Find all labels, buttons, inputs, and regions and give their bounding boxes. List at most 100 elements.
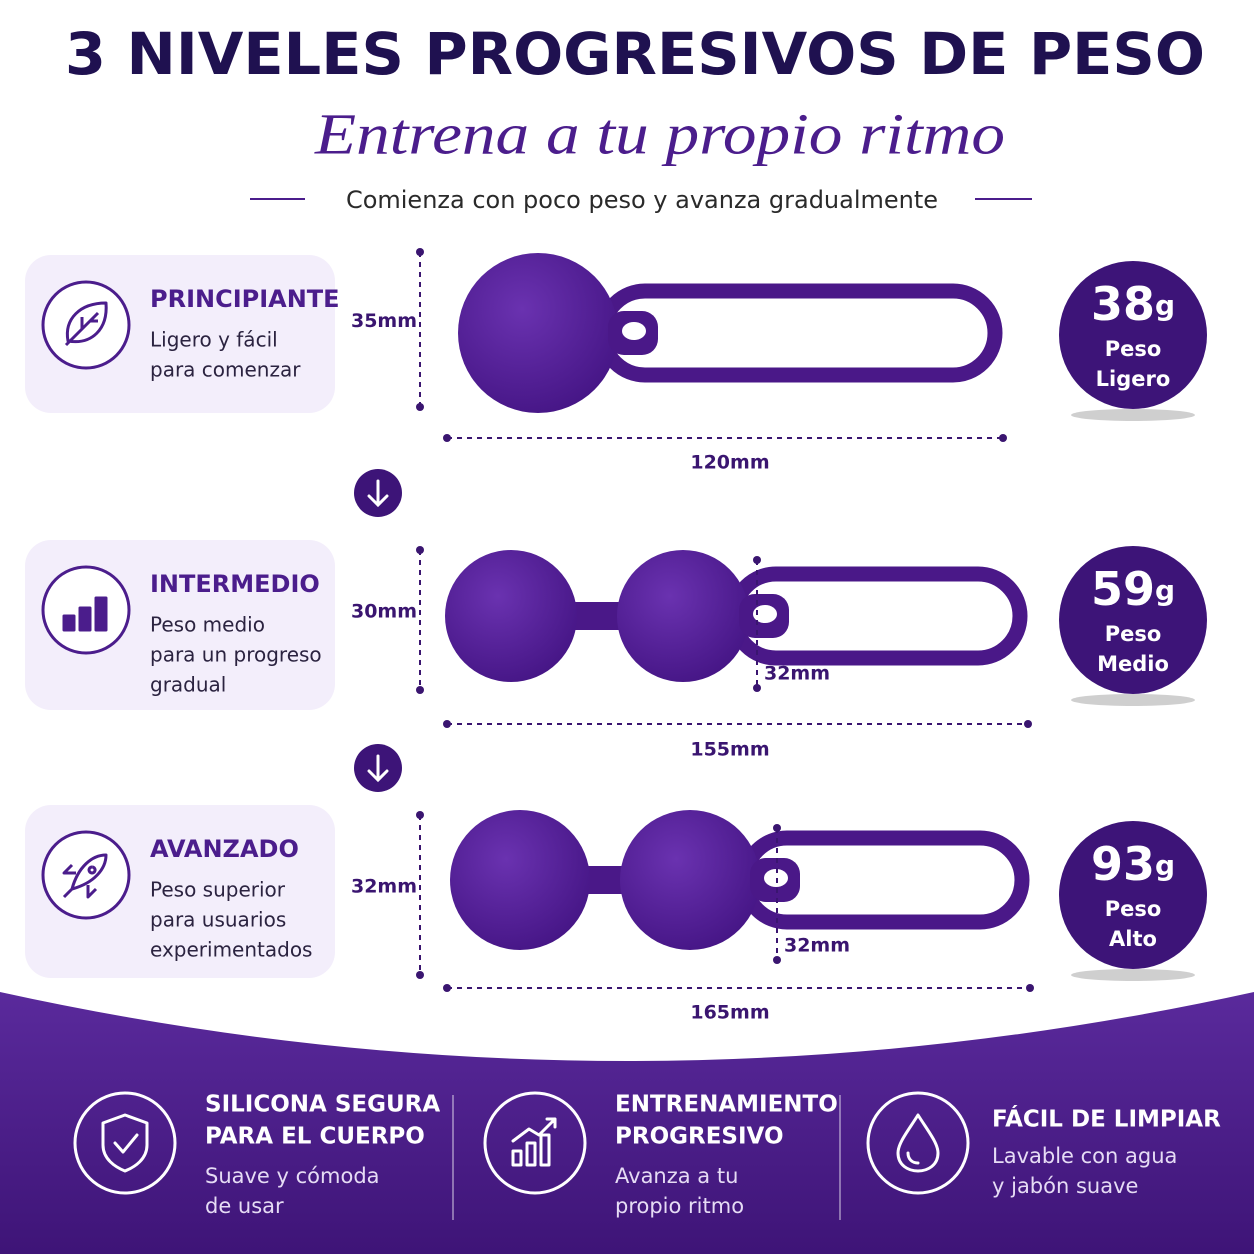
badge-shadow	[1071, 694, 1195, 706]
product-ball	[450, 810, 590, 950]
dim-height: 30mm	[351, 601, 417, 623]
features: SILICONA SEGURA PARA EL CUERPO Suave y cóm…	[73, 1091, 1221, 1220]
badge-shadow	[1071, 969, 1195, 981]
feature-icon-ring	[73, 1091, 177, 1195]
step-arrow-glyph	[367, 754, 389, 783]
dim-end	[416, 686, 424, 694]
product-hole	[622, 322, 646, 340]
weight-label: Peso	[1105, 622, 1162, 646]
product-ball	[445, 550, 577, 682]
feature-title: ENTRENAMIENTO	[615, 1092, 838, 1118]
feature-description: Lavable con agua	[992, 1144, 1177, 1168]
weight-value: 38	[1091, 277, 1155, 331]
dim-end	[416, 403, 424, 411]
dim-end	[416, 248, 424, 256]
feature: FÁCIL DE LIMPIAR Lavable con agua y jabón …	[866, 1091, 1221, 1198]
feature-title: PROGRESIVO	[615, 1124, 784, 1150]
dim-height: 35mm	[351, 310, 417, 332]
feature-icon-ring	[483, 1091, 587, 1195]
product-ball	[620, 810, 760, 950]
weight: 59g	[1091, 562, 1175, 616]
level-description: gradual	[150, 673, 226, 697]
feature: SILICONA SEGURA PARA EL CUERPO Suave y cóm…	[73, 1091, 440, 1218]
dim-end	[773, 956, 781, 964]
feature-description: y jabón suave	[992, 1174, 1138, 1198]
level-icon-ring	[41, 830, 131, 920]
level-icon	[62, 853, 108, 899]
level-row: INTERMEDIO Peso medio para un progreso grad…	[25, 540, 1207, 792]
dim-length: 165mm	[690, 1002, 769, 1024]
product-ball	[617, 550, 749, 682]
dim-end	[416, 971, 424, 979]
feature-title: SILICONA SEGURA	[205, 1092, 440, 1118]
dim-end	[999, 434, 1007, 442]
level-row: AVANZADO Peso superior para usuarios experi…	[25, 805, 1207, 1024]
dim-end	[1024, 720, 1032, 728]
feature-icon	[511, 1117, 557, 1167]
weight-badge	[1059, 821, 1207, 969]
dim-end	[1026, 984, 1034, 992]
dim-end	[753, 556, 761, 564]
weight-label: Ligero	[1096, 367, 1171, 391]
level-description: Peso superior	[150, 878, 286, 902]
dim-end	[443, 984, 451, 992]
level-icon	[64, 301, 108, 347]
dim-end	[443, 720, 451, 728]
level-title: PRINCIPIANTE	[150, 285, 340, 313]
weight-value: 59	[1091, 562, 1155, 616]
feature-title: PARA EL CUERPO	[205, 1124, 425, 1150]
weight-unit: g	[1155, 849, 1175, 882]
dim-ball: 32mm	[784, 935, 850, 957]
dim-end	[416, 546, 424, 554]
title: 3 NIVELES PROGRESIVOS DE PESO	[65, 20, 1205, 88]
level-title: AVANZADO	[150, 835, 299, 863]
step-arrow-glyph	[367, 479, 389, 508]
dim-end	[753, 684, 761, 692]
level-icon	[62, 596, 108, 632]
weight-unit: g	[1155, 574, 1175, 607]
dim-end	[773, 824, 781, 832]
feature-description: propio ritmo	[615, 1194, 744, 1218]
weight-value: 93	[1091, 837, 1155, 891]
weight: 93g	[1091, 837, 1175, 891]
dim-ball: 32mm	[764, 663, 830, 685]
weight-label: Peso	[1105, 897, 1162, 921]
subtitle: Entrena a tu propio ritmo	[314, 101, 1005, 166]
badge-shadow	[1071, 409, 1195, 421]
weight-badge	[1059, 261, 1207, 409]
weight-label: Peso	[1105, 337, 1162, 361]
weight-label: Alto	[1109, 927, 1157, 951]
dim-end	[443, 434, 451, 442]
feature-title: FÁCIL DE LIMPIAR	[992, 1105, 1221, 1133]
level-description: para comenzar	[150, 358, 301, 382]
tagline: Comienza con poco peso y avanza gradualm…	[346, 186, 938, 214]
level-description: Peso medio	[150, 613, 265, 637]
level-description: para usuarios	[150, 908, 286, 932]
dim-height: 32mm	[351, 876, 417, 898]
weight-label: Medio	[1097, 652, 1169, 676]
weight-badge	[1059, 546, 1207, 694]
weight: 38g	[1091, 277, 1175, 331]
weight-unit: g	[1155, 289, 1175, 322]
levels: PRINCIPIANTE Ligero y fácil para comenzar 3…	[25, 248, 1207, 1024]
level-row: PRINCIPIANTE Ligero y fácil para comenzar 3…	[25, 248, 1207, 517]
product-hole	[753, 605, 777, 623]
product-loop	[595, 283, 1003, 383]
dim-length: 120mm	[690, 452, 769, 474]
feature-icon	[101, 1113, 149, 1173]
level-title: INTERMEDIO	[150, 570, 320, 598]
feature-description: Suave y cómoda	[205, 1164, 380, 1188]
level-description: para un progreso	[150, 643, 322, 667]
feature-description: de usar	[205, 1194, 284, 1218]
feature-icon	[896, 1113, 940, 1173]
dim-length: 155mm	[690, 739, 769, 761]
level-description: experimentados	[150, 938, 312, 962]
feature: ENTRENAMIENTO PROGRESIVO Avanza a tu propio…	[483, 1091, 838, 1218]
product-ball	[458, 253, 618, 413]
level-description: Ligero y fácil	[150, 328, 278, 352]
feature-icon-ring	[866, 1091, 970, 1195]
dim-end	[416, 811, 424, 819]
